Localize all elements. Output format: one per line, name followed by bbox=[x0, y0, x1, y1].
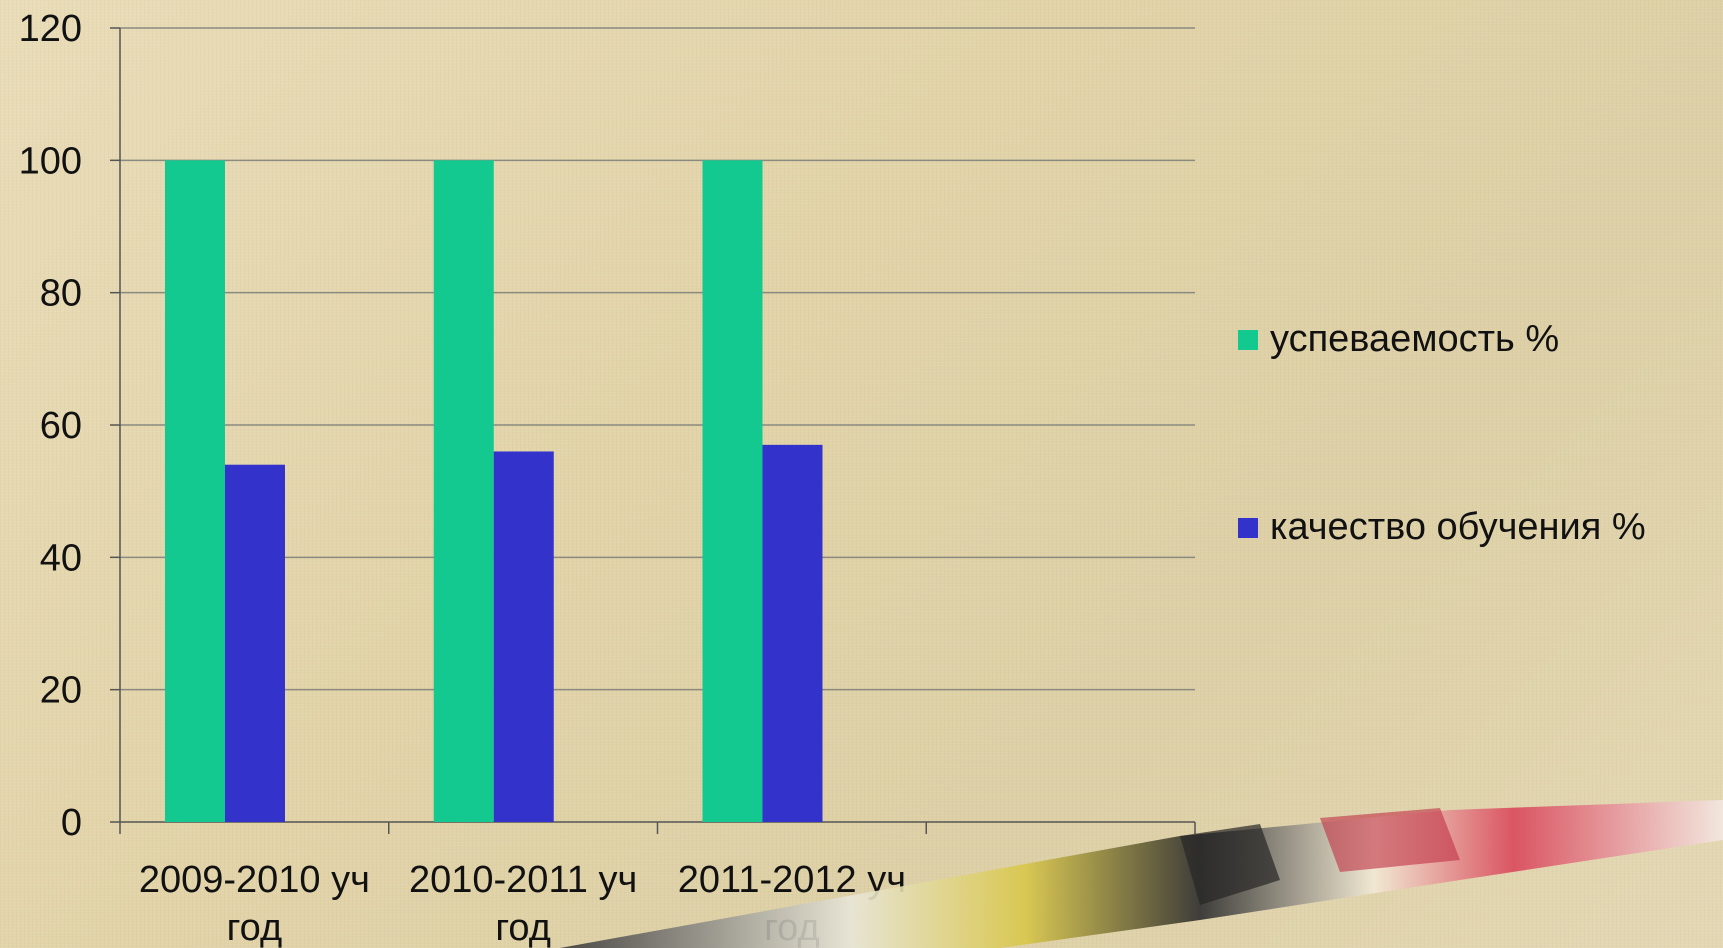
legend-swatch bbox=[1238, 517, 1258, 538]
x-category-label: 2010-2011 уч bbox=[409, 859, 637, 901]
bar-uspevaemost-0 bbox=[165, 160, 225, 823]
x-category-label: 2011-2012 уч bbox=[678, 859, 906, 901]
y-tick-label: 80 bbox=[40, 273, 82, 315]
x-category-label: год bbox=[227, 907, 283, 948]
legend-item: качество обучения % bbox=[1238, 506, 1646, 549]
x-category-label: год bbox=[495, 907, 551, 948]
legend-label: качество обучения % bbox=[1270, 506, 1646, 548]
bar-kachestvo-2 bbox=[762, 444, 823, 822]
bar-uspevaemost-1 bbox=[433, 160, 494, 823]
y-tick-label: 60 bbox=[40, 405, 82, 447]
legend-swatch bbox=[1238, 329, 1258, 350]
x-category-label: 2009-2010 уч bbox=[139, 859, 370, 901]
bar-kachestvo-0 bbox=[225, 464, 285, 822]
legend-label: успеваемость % bbox=[1270, 318, 1560, 360]
y-tick-label: 0 bbox=[61, 802, 82, 844]
y-tick-label: 40 bbox=[40, 537, 82, 579]
x-category-label: год bbox=[764, 907, 820, 948]
legend-item: успеваемость % bbox=[1238, 318, 1559, 361]
bar-uspevaemost-2 bbox=[702, 160, 763, 823]
y-tick-label: 100 bbox=[19, 140, 82, 182]
y-tick-label: 120 bbox=[19, 8, 82, 50]
bar-kachestvo-1 bbox=[493, 451, 554, 822]
y-tick-label: 20 bbox=[40, 670, 82, 712]
